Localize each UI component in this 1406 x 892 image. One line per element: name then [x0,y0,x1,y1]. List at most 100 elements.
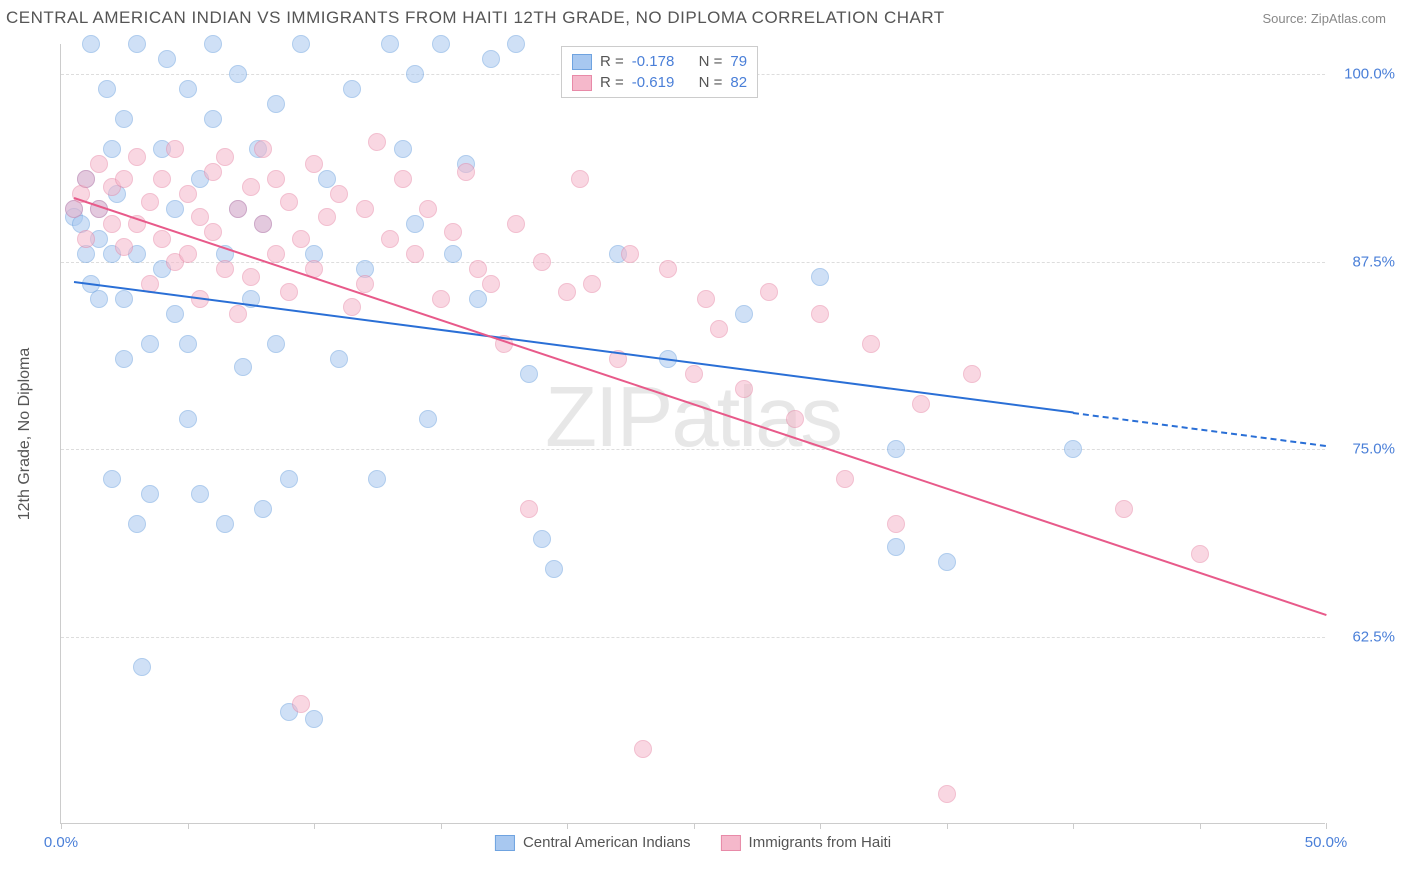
data-point-series2 [432,290,450,308]
n-label: N = [699,53,723,70]
data-point-series1 [330,350,348,368]
swatch-series2 [572,75,592,91]
data-point-series2 [103,215,121,233]
ytick-label: 100.0% [1335,66,1395,83]
legend-label-2: Immigrants from Haiti [749,834,892,851]
data-point-series2 [90,155,108,173]
data-point-series1 [280,470,298,488]
data-point-series1 [115,350,133,368]
data-point-series1 [292,35,310,53]
data-point-series1 [115,290,133,308]
data-point-series1 [128,515,146,533]
data-point-series2 [115,170,133,188]
data-point-series2 [419,200,437,218]
xtick [1326,823,1327,829]
legend-label-1: Central American Indians [523,834,691,851]
data-point-series2 [166,140,184,158]
data-point-series2 [318,208,336,226]
data-point-series2 [267,170,285,188]
data-point-series2 [963,365,981,383]
plot-area: 12th Grade, No Diploma ZIPatlas 62.5%75.… [60,44,1325,824]
data-point-series1 [406,215,424,233]
data-point-series2 [760,283,778,301]
data-point-series2 [912,395,930,413]
xtick [820,823,821,829]
r-value-2: -0.619 [632,74,675,91]
data-point-series1 [133,658,151,676]
data-point-series2 [533,253,551,271]
n-value-1: 79 [730,53,747,70]
stats-row-series1: R = -0.178 N = 79 [572,51,747,72]
data-point-series2 [1191,545,1209,563]
data-point-series2 [1115,500,1133,518]
data-point-series2 [305,155,323,173]
data-point-series2 [254,140,272,158]
ytick-label: 75.0% [1335,441,1395,458]
data-point-series1 [545,560,563,578]
data-point-series2 [204,223,222,241]
data-point-series1 [419,410,437,428]
data-point-series1 [394,140,412,158]
data-point-series2 [191,208,209,226]
data-point-series2 [697,290,715,308]
data-point-series1 [90,290,108,308]
data-point-series1 [267,335,285,353]
data-point-series2 [457,163,475,181]
data-point-series2 [280,283,298,301]
data-point-series2 [469,260,487,278]
data-point-series2 [242,268,260,286]
r-value-1: -0.178 [632,53,675,70]
r-label: R = [600,53,624,70]
data-point-series2 [254,215,272,233]
data-point-series1 [520,365,538,383]
data-point-series2 [115,238,133,256]
data-point-series2 [381,230,399,248]
data-point-series1 [887,440,905,458]
trend-line [74,281,1074,413]
data-point-series1 [166,200,184,218]
gridline-h [61,449,1325,450]
data-point-series1 [444,245,462,263]
data-point-series2 [571,170,589,188]
data-point-series1 [735,305,753,323]
data-point-series2 [204,163,222,181]
data-point-series2 [77,170,95,188]
n-value-2: 82 [730,74,747,91]
xtick [694,823,695,829]
data-point-series2 [343,298,361,316]
data-point-series2 [938,785,956,803]
data-point-series1 [343,80,361,98]
xtick [441,823,442,829]
xtick [947,823,948,829]
source-link[interactable]: ZipAtlas.com [1311,11,1386,26]
data-point-series2 [507,215,525,233]
gridline-h [61,262,1325,263]
data-point-series1 [938,553,956,571]
data-point-series2 [368,133,386,151]
data-point-series2 [735,380,753,398]
data-point-series1 [179,335,197,353]
data-point-series1 [406,65,424,83]
data-point-series2 [558,283,576,301]
data-point-series2 [786,410,804,428]
data-point-series2 [216,148,234,166]
data-point-series2 [292,230,310,248]
xtick-label: 0.0% [44,834,78,851]
data-point-series1 [166,305,184,323]
data-point-series2 [520,500,538,518]
data-point-series1 [507,35,525,53]
n-label: N = [699,74,723,91]
data-point-series2 [330,185,348,203]
data-point-series1 [318,170,336,188]
xtick [1073,823,1074,829]
data-point-series1 [103,140,121,158]
data-point-series1 [216,515,234,533]
data-point-series1 [82,35,100,53]
series-legend: Central American Indians Immigrants from… [495,834,891,851]
xtick-label: 50.0% [1305,834,1348,851]
data-point-series1 [254,500,272,518]
data-point-series1 [267,95,285,113]
data-point-series1 [204,35,222,53]
stats-legend: R = -0.178 N = 79 R = -0.619 N = 82 [561,46,758,98]
data-point-series2 [280,193,298,211]
